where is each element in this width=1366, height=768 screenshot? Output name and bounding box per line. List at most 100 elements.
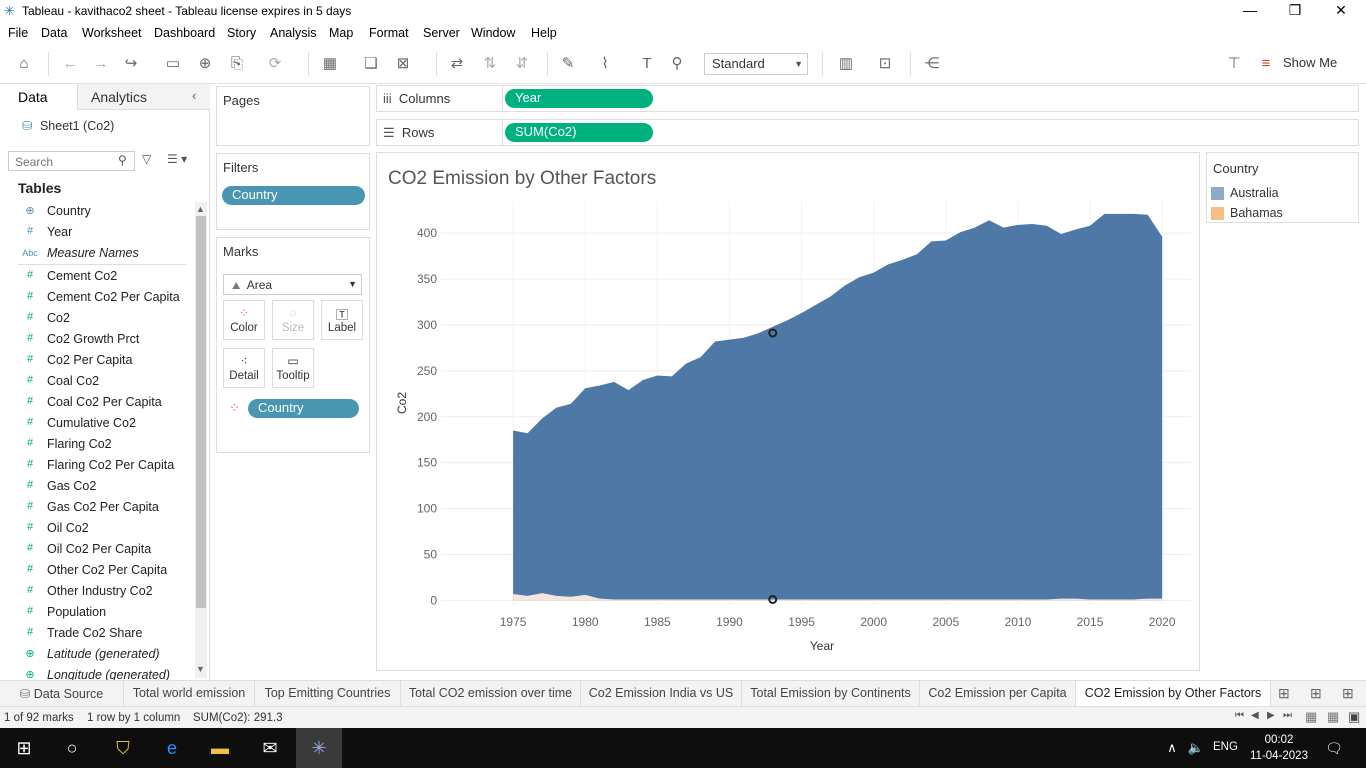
- swap-icon[interactable]: ⇄: [450, 55, 464, 72]
- field-item[interactable]: # Flaring Co2 Per Capita: [0, 455, 195, 476]
- store-icon[interactable]: ⛉: [116, 738, 130, 758]
- field-item[interactable]: Abc Measure Names: [0, 243, 195, 264]
- text-label-icon[interactable]: T: [642, 55, 652, 72]
- menu-window[interactable]: Window: [471, 26, 516, 40]
- field-item[interactable]: ⊕ Longitude (generated): [0, 665, 195, 686]
- highlight-icon[interactable]: ✎: [561, 55, 575, 72]
- menu-data[interactable]: Data: [41, 26, 68, 40]
- sign-icon[interactable]: ⊤: [1227, 55, 1241, 72]
- grid-view-icon[interactable]: ▦: [1305, 709, 1318, 724]
- scroll-up-icon[interactable]: ▲: [196, 204, 205, 214]
- tab-data[interactable]: Data: [0, 84, 77, 110]
- tab-sheet[interactable]: Total world emission: [124, 681, 255, 706]
- home-icon[interactable]: ⌂: [19, 55, 29, 72]
- nav-prev-icon[interactable]: ◀: [1251, 710, 1259, 721]
- filmstrip-view-icon[interactable]: ▦: [1327, 709, 1340, 724]
- area-series-australia[interactable]: [513, 213, 1163, 601]
- nav-first-icon[interactable]: ⏮: [1235, 710, 1244, 721]
- new-dashboard-icon[interactable]: ⊞: [1310, 685, 1322, 701]
- menu-format[interactable]: Format: [369, 26, 409, 40]
- filter-pill-country[interactable]: Country: [222, 186, 365, 205]
- duplicate-icon[interactable]: ❏: [364, 55, 378, 72]
- field-item[interactable]: # Gas Co2 Per Capita: [0, 497, 195, 518]
- new-worksheet-icon[interactable]: ▦: [322, 55, 338, 72]
- field-item[interactable]: # Trade Co2 Share: [0, 623, 195, 644]
- minimize-icon[interactable]: —: [1243, 2, 1257, 18]
- fit-select[interactable]: Standard ▼: [704, 53, 808, 75]
- tab-analytics[interactable]: Analytics: [77, 84, 210, 110]
- area-chart[interactable]: 0 50 100 150 200 250 300 350 400 1975 1980 1985 1990…: [377, 153, 1199, 670]
- language-indicator[interactable]: ENG: [1213, 741, 1238, 753]
- field-item[interactable]: # Flaring Co2: [0, 434, 195, 455]
- clock[interactable]: 00:02 11-04-2023: [1244, 732, 1314, 764]
- detail-button[interactable]: ⁖ Detail: [223, 348, 265, 388]
- field-item[interactable]: # Cement Co2 Per Capita: [0, 287, 195, 308]
- restore-icon[interactable]: ❐: [1288, 2, 1302, 18]
- tabs-view-icon[interactable]: ▣: [1348, 709, 1361, 724]
- notifications-icon[interactable]: 🗨: [1325, 740, 1343, 756]
- color-button[interactable]: ⁘ Color: [223, 300, 265, 340]
- menu-map[interactable]: Map: [329, 26, 354, 40]
- size-button[interactable]: ◌ Size: [272, 300, 314, 340]
- pause-updates-icon[interactable]: ⎘: [230, 55, 243, 72]
- replay-icon[interactable]: ↪: [124, 55, 138, 72]
- pages-shelf[interactable]: Pages: [216, 86, 370, 146]
- show-cards-icon[interactable]: ▥: [838, 55, 854, 72]
- field-item[interactable]: # Population: [0, 602, 195, 623]
- datasource-item[interactable]: ⛁ Sheet1 (Co2): [22, 118, 114, 133]
- tooltip-button[interactable]: ▭ Tooltip: [272, 348, 314, 388]
- list-view-icon[interactable]: ☰ ▾: [167, 152, 188, 166]
- field-item[interactable]: # Coal Co2 Per Capita: [0, 392, 195, 413]
- new-datasource-icon[interactable]: ⊕: [198, 55, 212, 72]
- mark-type-select[interactable]: ⛰ Area ▼: [223, 274, 362, 295]
- field-item[interactable]: ⊕ Latitude (generated): [0, 644, 195, 665]
- menu-server[interactable]: Server: [423, 26, 460, 40]
- columns-pill-year[interactable]: Year: [505, 89, 653, 108]
- mail-icon[interactable]: ✉: [262, 738, 278, 758]
- menu-story[interactable]: Story: [227, 26, 257, 40]
- search-icon[interactable]: ⚲: [118, 153, 127, 167]
- volume-icon[interactable]: 🔈: [1187, 740, 1205, 755]
- area-series-bahamas[interactable]: [513, 593, 1163, 601]
- file-explorer-icon[interactable]: ▬: [211, 738, 229, 758]
- field-item[interactable]: # Gas Co2: [0, 476, 195, 497]
- menu-dashboard[interactable]: Dashboard: [154, 26, 216, 40]
- search-input[interactable]: [8, 151, 135, 171]
- field-item[interactable]: # Cumulative Co2: [0, 413, 195, 434]
- collapse-pane-icon[interactable]: ‹: [192, 88, 197, 103]
- cortana-icon[interactable]: ○: [66, 738, 78, 758]
- attach-icon[interactable]: ⌇: [601, 55, 609, 72]
- clear-sheet-icon[interactable]: ⊠: [396, 55, 410, 72]
- share-icon[interactable]: ⋲: [924, 55, 940, 72]
- save-icon[interactable]: ▭: [165, 55, 181, 72]
- sort-asc-icon[interactable]: ⇅: [483, 55, 497, 72]
- menu-help[interactable]: Help: [531, 26, 557, 40]
- scroll-down-icon[interactable]: ▼: [196, 664, 205, 674]
- tableau-taskbar-icon[interactable]: ✳: [296, 728, 342, 768]
- tab-sheet[interactable]: Total Emission by Continents: [742, 681, 920, 706]
- field-item[interactable]: # Year: [0, 222, 195, 243]
- close-icon[interactable]: ✕: [1335, 2, 1347, 18]
- menu-file[interactable]: File: [8, 26, 29, 40]
- scrollbar-thumb[interactable]: [196, 216, 206, 608]
- rows-shelf[interactable]: ☰ Rows SUM(Co2): [376, 119, 1359, 146]
- refresh-icon[interactable]: ⟳: [268, 55, 282, 72]
- selected-mark[interactable]: [768, 328, 778, 338]
- new-story-icon[interactable]: ⊞: [1342, 685, 1354, 701]
- nav-next-icon[interactable]: ▶: [1267, 710, 1275, 721]
- label-button[interactable]: 🅃 Label: [321, 300, 363, 340]
- redo-icon[interactable]: →: [93, 55, 109, 72]
- pin-icon[interactable]: ⚲: [671, 55, 683, 72]
- field-item[interactable]: # Other Co2 Per Capita: [0, 560, 195, 581]
- field-item[interactable]: ⊕ Country: [0, 201, 195, 222]
- edge-icon[interactable]: e: [166, 738, 177, 758]
- windows-start-icon[interactable]: ⊞: [16, 738, 32, 758]
- filter-icon[interactable]: ▽: [142, 152, 152, 166]
- field-item[interactable]: # Oil Co2 Per Capita: [0, 539, 195, 560]
- field-item[interactable]: # Co2 Per Capita: [0, 350, 195, 371]
- field-item[interactable]: # Oil Co2: [0, 518, 195, 539]
- field-item[interactable]: # Coal Co2: [0, 371, 195, 392]
- sort-desc-icon[interactable]: ⇵: [515, 55, 529, 72]
- new-worksheet-icon[interactable]: ⊞: [1278, 685, 1290, 701]
- show-me-button[interactable]: Show Me: [1283, 55, 1338, 70]
